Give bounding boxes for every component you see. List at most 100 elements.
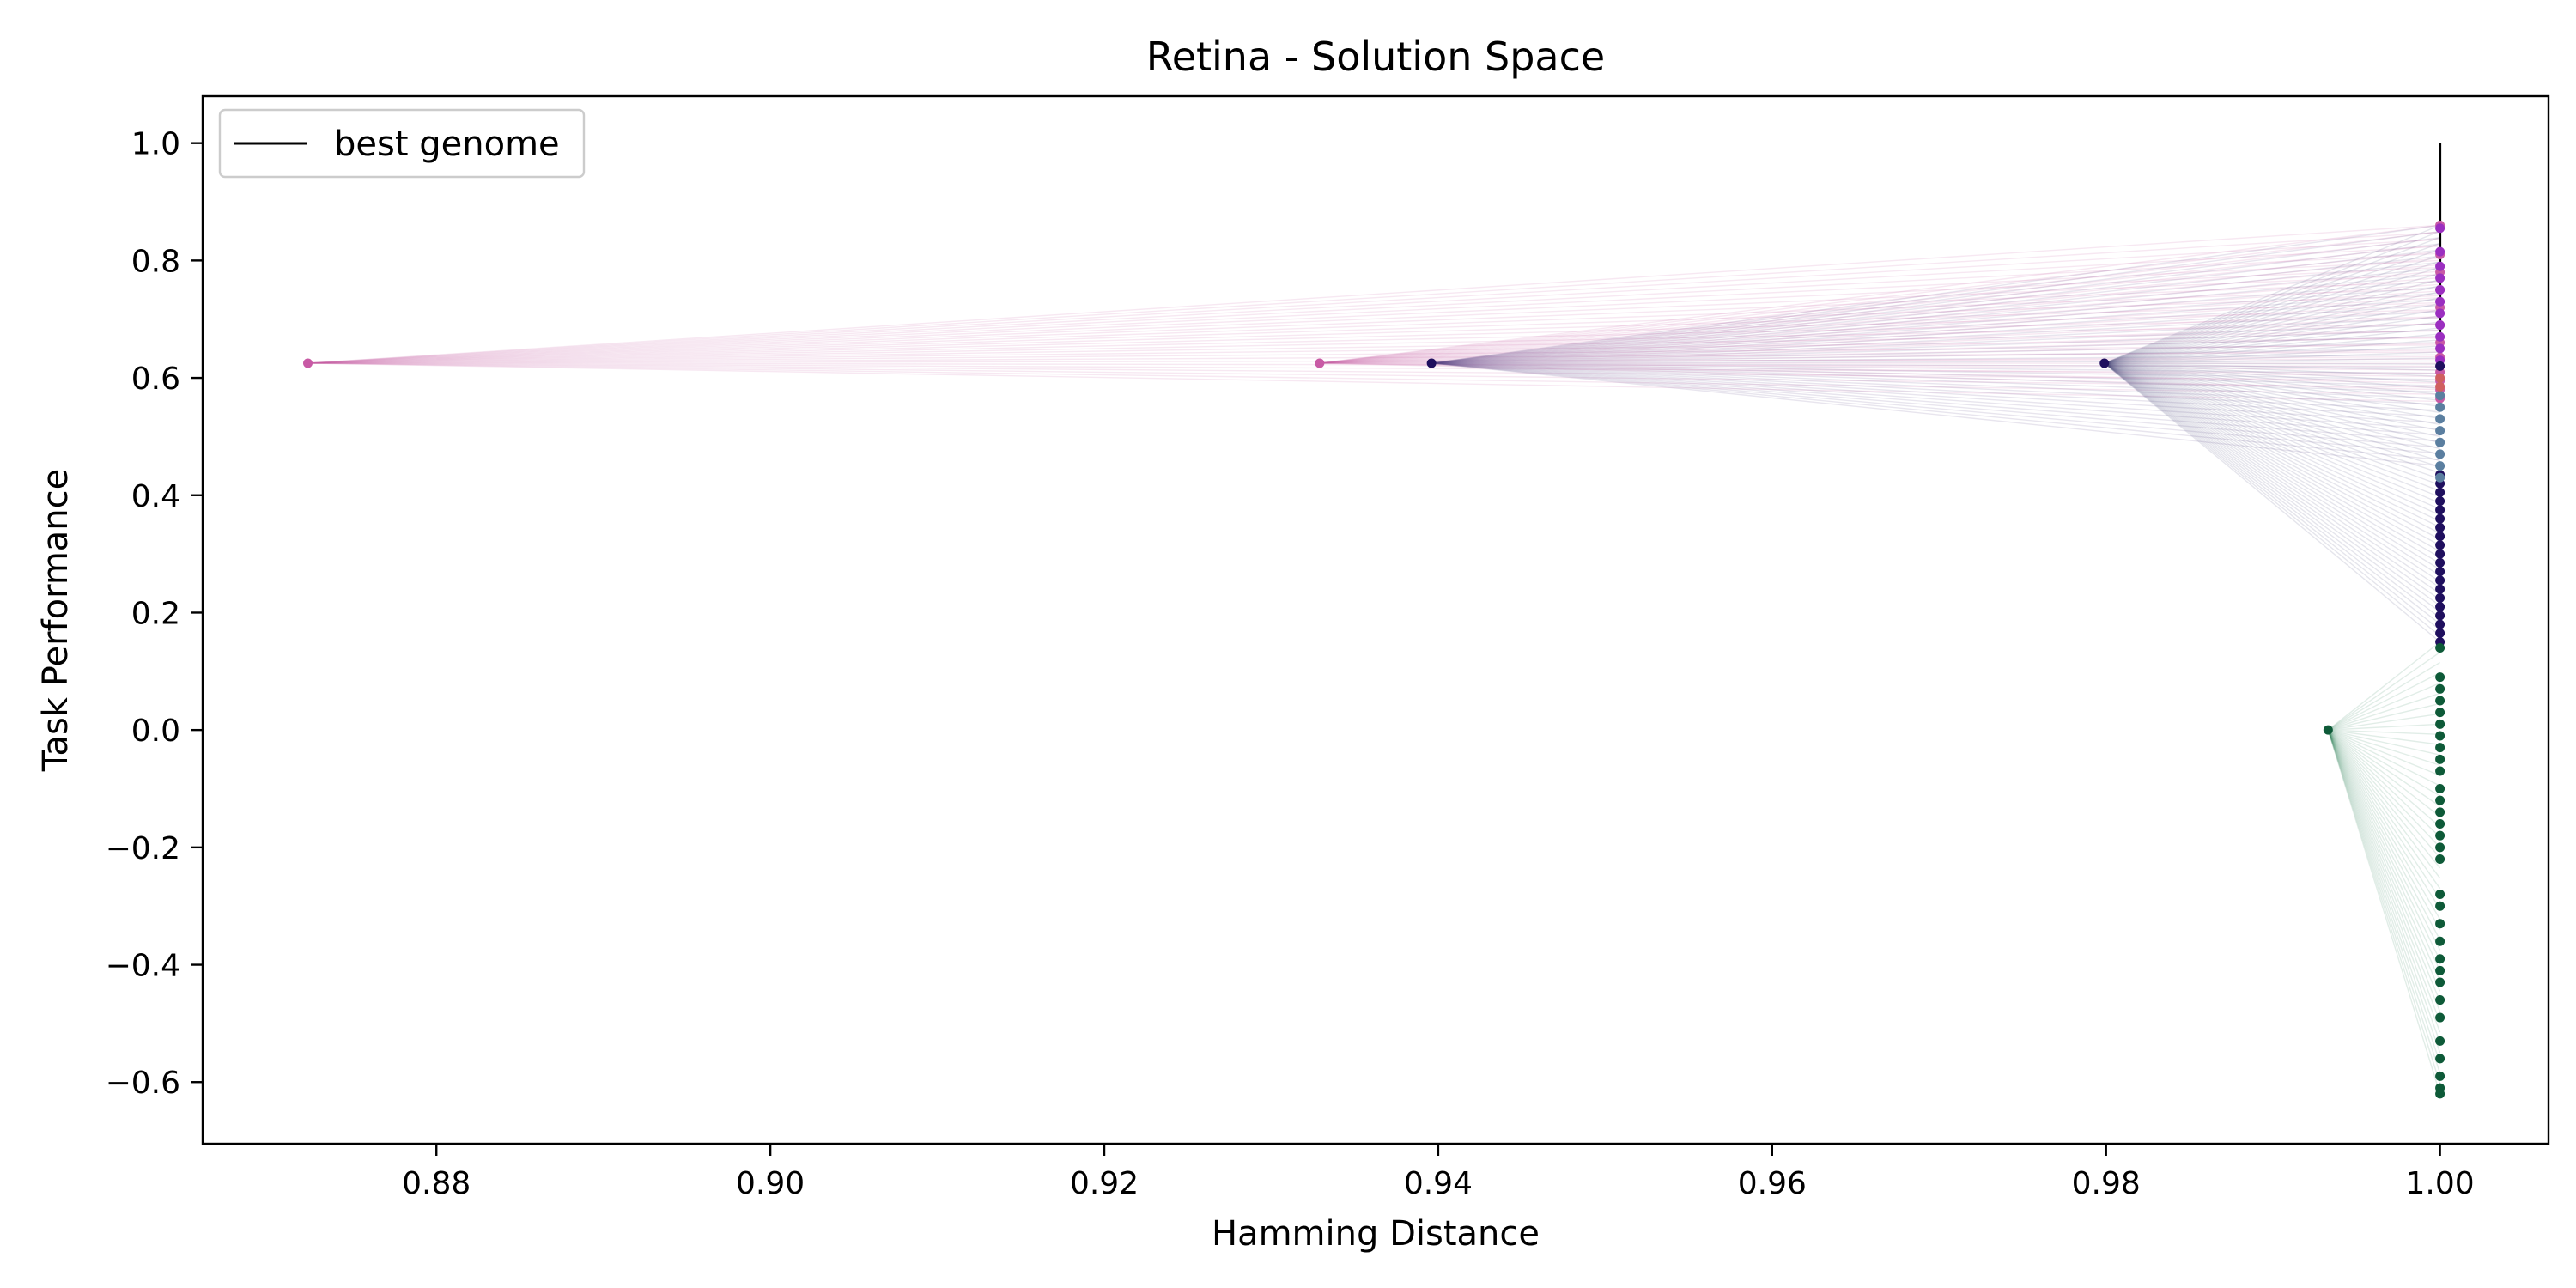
x-tick-label: 0.92 bbox=[1070, 1166, 1139, 1201]
data-point bbox=[2435, 575, 2445, 586]
y-tick-label: 1.0 bbox=[131, 127, 180, 162]
connection-line bbox=[2104, 285, 2440, 364]
data-point bbox=[2435, 472, 2445, 483]
connection-line bbox=[307, 362, 2440, 381]
connection-line bbox=[2328, 682, 2440, 731]
data-point bbox=[2435, 532, 2445, 542]
connection-line bbox=[1431, 286, 2440, 364]
connection-line bbox=[2328, 671, 2440, 731]
connection-line bbox=[307, 316, 2440, 364]
connection-line bbox=[2328, 723, 2440, 731]
connection-line bbox=[1431, 362, 2440, 386]
connection-line bbox=[2104, 362, 2440, 450]
data-point bbox=[2435, 854, 2445, 865]
y-tick-label: −0.6 bbox=[106, 1066, 180, 1101]
connection-line bbox=[307, 239, 2440, 364]
connection-line bbox=[2327, 729, 2441, 1074]
connection-line bbox=[2104, 362, 2441, 637]
y-tick-label: 0.8 bbox=[131, 244, 180, 279]
connection-line bbox=[2327, 729, 2441, 951]
connection-line bbox=[1319, 237, 2440, 364]
connection-line bbox=[2327, 729, 2441, 817]
connection-line bbox=[2327, 729, 2441, 828]
data-point bbox=[2435, 496, 2445, 507]
connection-line bbox=[1319, 355, 2440, 364]
data-point bbox=[2435, 261, 2445, 271]
y-tick-label: 0.4 bbox=[131, 479, 180, 514]
connection-line bbox=[307, 295, 2440, 364]
data-point bbox=[2435, 731, 2445, 741]
connection-line bbox=[2104, 291, 2440, 364]
data-point bbox=[2435, 965, 2445, 975]
connection-line bbox=[1319, 349, 2440, 364]
connection-line bbox=[2327, 729, 2441, 879]
data-point bbox=[2435, 437, 2445, 447]
connection-line bbox=[1431, 362, 2440, 467]
connection-line bbox=[2104, 260, 2440, 364]
connection-line bbox=[2104, 303, 2440, 364]
y-tick-label: 0.0 bbox=[131, 714, 180, 749]
data-point bbox=[2435, 783, 2445, 793]
connection-line bbox=[2104, 362, 2440, 516]
connection-line bbox=[1431, 362, 2440, 411]
connection-line bbox=[1431, 261, 2440, 364]
connection-line bbox=[1431, 362, 2440, 368]
connection-line bbox=[2104, 272, 2440, 364]
x-axis: 0.88 0.90 0.92 0.94 0.96 0.98 1.00 bbox=[402, 1144, 2475, 1201]
data-point bbox=[2435, 1054, 2445, 1064]
data-point bbox=[2435, 795, 2445, 805]
connection-line bbox=[2328, 729, 2440, 735]
connection-line bbox=[2327, 729, 2441, 859]
data-point bbox=[2435, 331, 2445, 342]
connection-line bbox=[1431, 362, 2440, 399]
connection-line bbox=[307, 231, 2440, 364]
data-point bbox=[2435, 954, 2445, 964]
connection-line bbox=[2104, 362, 2441, 594]
connection-line bbox=[2104, 362, 2440, 528]
connection-line bbox=[1431, 292, 2440, 364]
connection-line bbox=[1319, 257, 2440, 364]
data-point bbox=[2435, 522, 2445, 532]
connection-line bbox=[2104, 362, 2441, 607]
connection-line bbox=[1319, 276, 2440, 364]
data-point bbox=[1426, 358, 1437, 368]
connection-line bbox=[2104, 362, 2440, 414]
connection-line bbox=[1319, 251, 2440, 364]
connection-line bbox=[2104, 362, 2440, 402]
x-tick-label: 0.94 bbox=[1404, 1166, 1473, 1201]
connection-line bbox=[1319, 336, 2440, 364]
connection-line bbox=[307, 351, 2440, 364]
connection-line bbox=[1431, 362, 2440, 442]
connection-line bbox=[1431, 267, 2440, 364]
data-point bbox=[2435, 584, 2445, 594]
connection-line bbox=[1431, 362, 2440, 417]
connection-line bbox=[1431, 274, 2440, 364]
connection-line bbox=[2327, 729, 2441, 930]
data-point bbox=[2435, 308, 2445, 319]
connection-line bbox=[2104, 362, 2440, 365]
connection-line bbox=[1431, 329, 2440, 364]
connection-line bbox=[1319, 310, 2440, 364]
connection-line bbox=[2104, 297, 2440, 364]
connection-line bbox=[2327, 729, 2441, 920]
connection-line bbox=[2104, 362, 2441, 613]
connection-line bbox=[307, 288, 2440, 364]
y-axis-label: Task Performance bbox=[36, 469, 76, 773]
connection-line bbox=[1319, 290, 2440, 364]
data-point bbox=[2435, 540, 2445, 550]
connection-line bbox=[1431, 362, 2440, 393]
connection-line bbox=[1431, 280, 2440, 364]
x-tick-label: 0.88 bbox=[402, 1166, 471, 1201]
data-point bbox=[2435, 1071, 2445, 1081]
connection-line bbox=[1319, 343, 2440, 364]
connection-line bbox=[2327, 729, 2441, 1033]
data-point bbox=[2435, 414, 2445, 424]
connection-line bbox=[2104, 362, 2440, 558]
connection-line bbox=[2327, 729, 2441, 848]
legend: best genome bbox=[218, 108, 586, 179]
data-point bbox=[2435, 449, 2445, 459]
connection-line bbox=[2327, 729, 2441, 869]
connection-line bbox=[1431, 224, 2440, 364]
data-point bbox=[2435, 391, 2445, 401]
connection-line bbox=[1431, 362, 2440, 436]
